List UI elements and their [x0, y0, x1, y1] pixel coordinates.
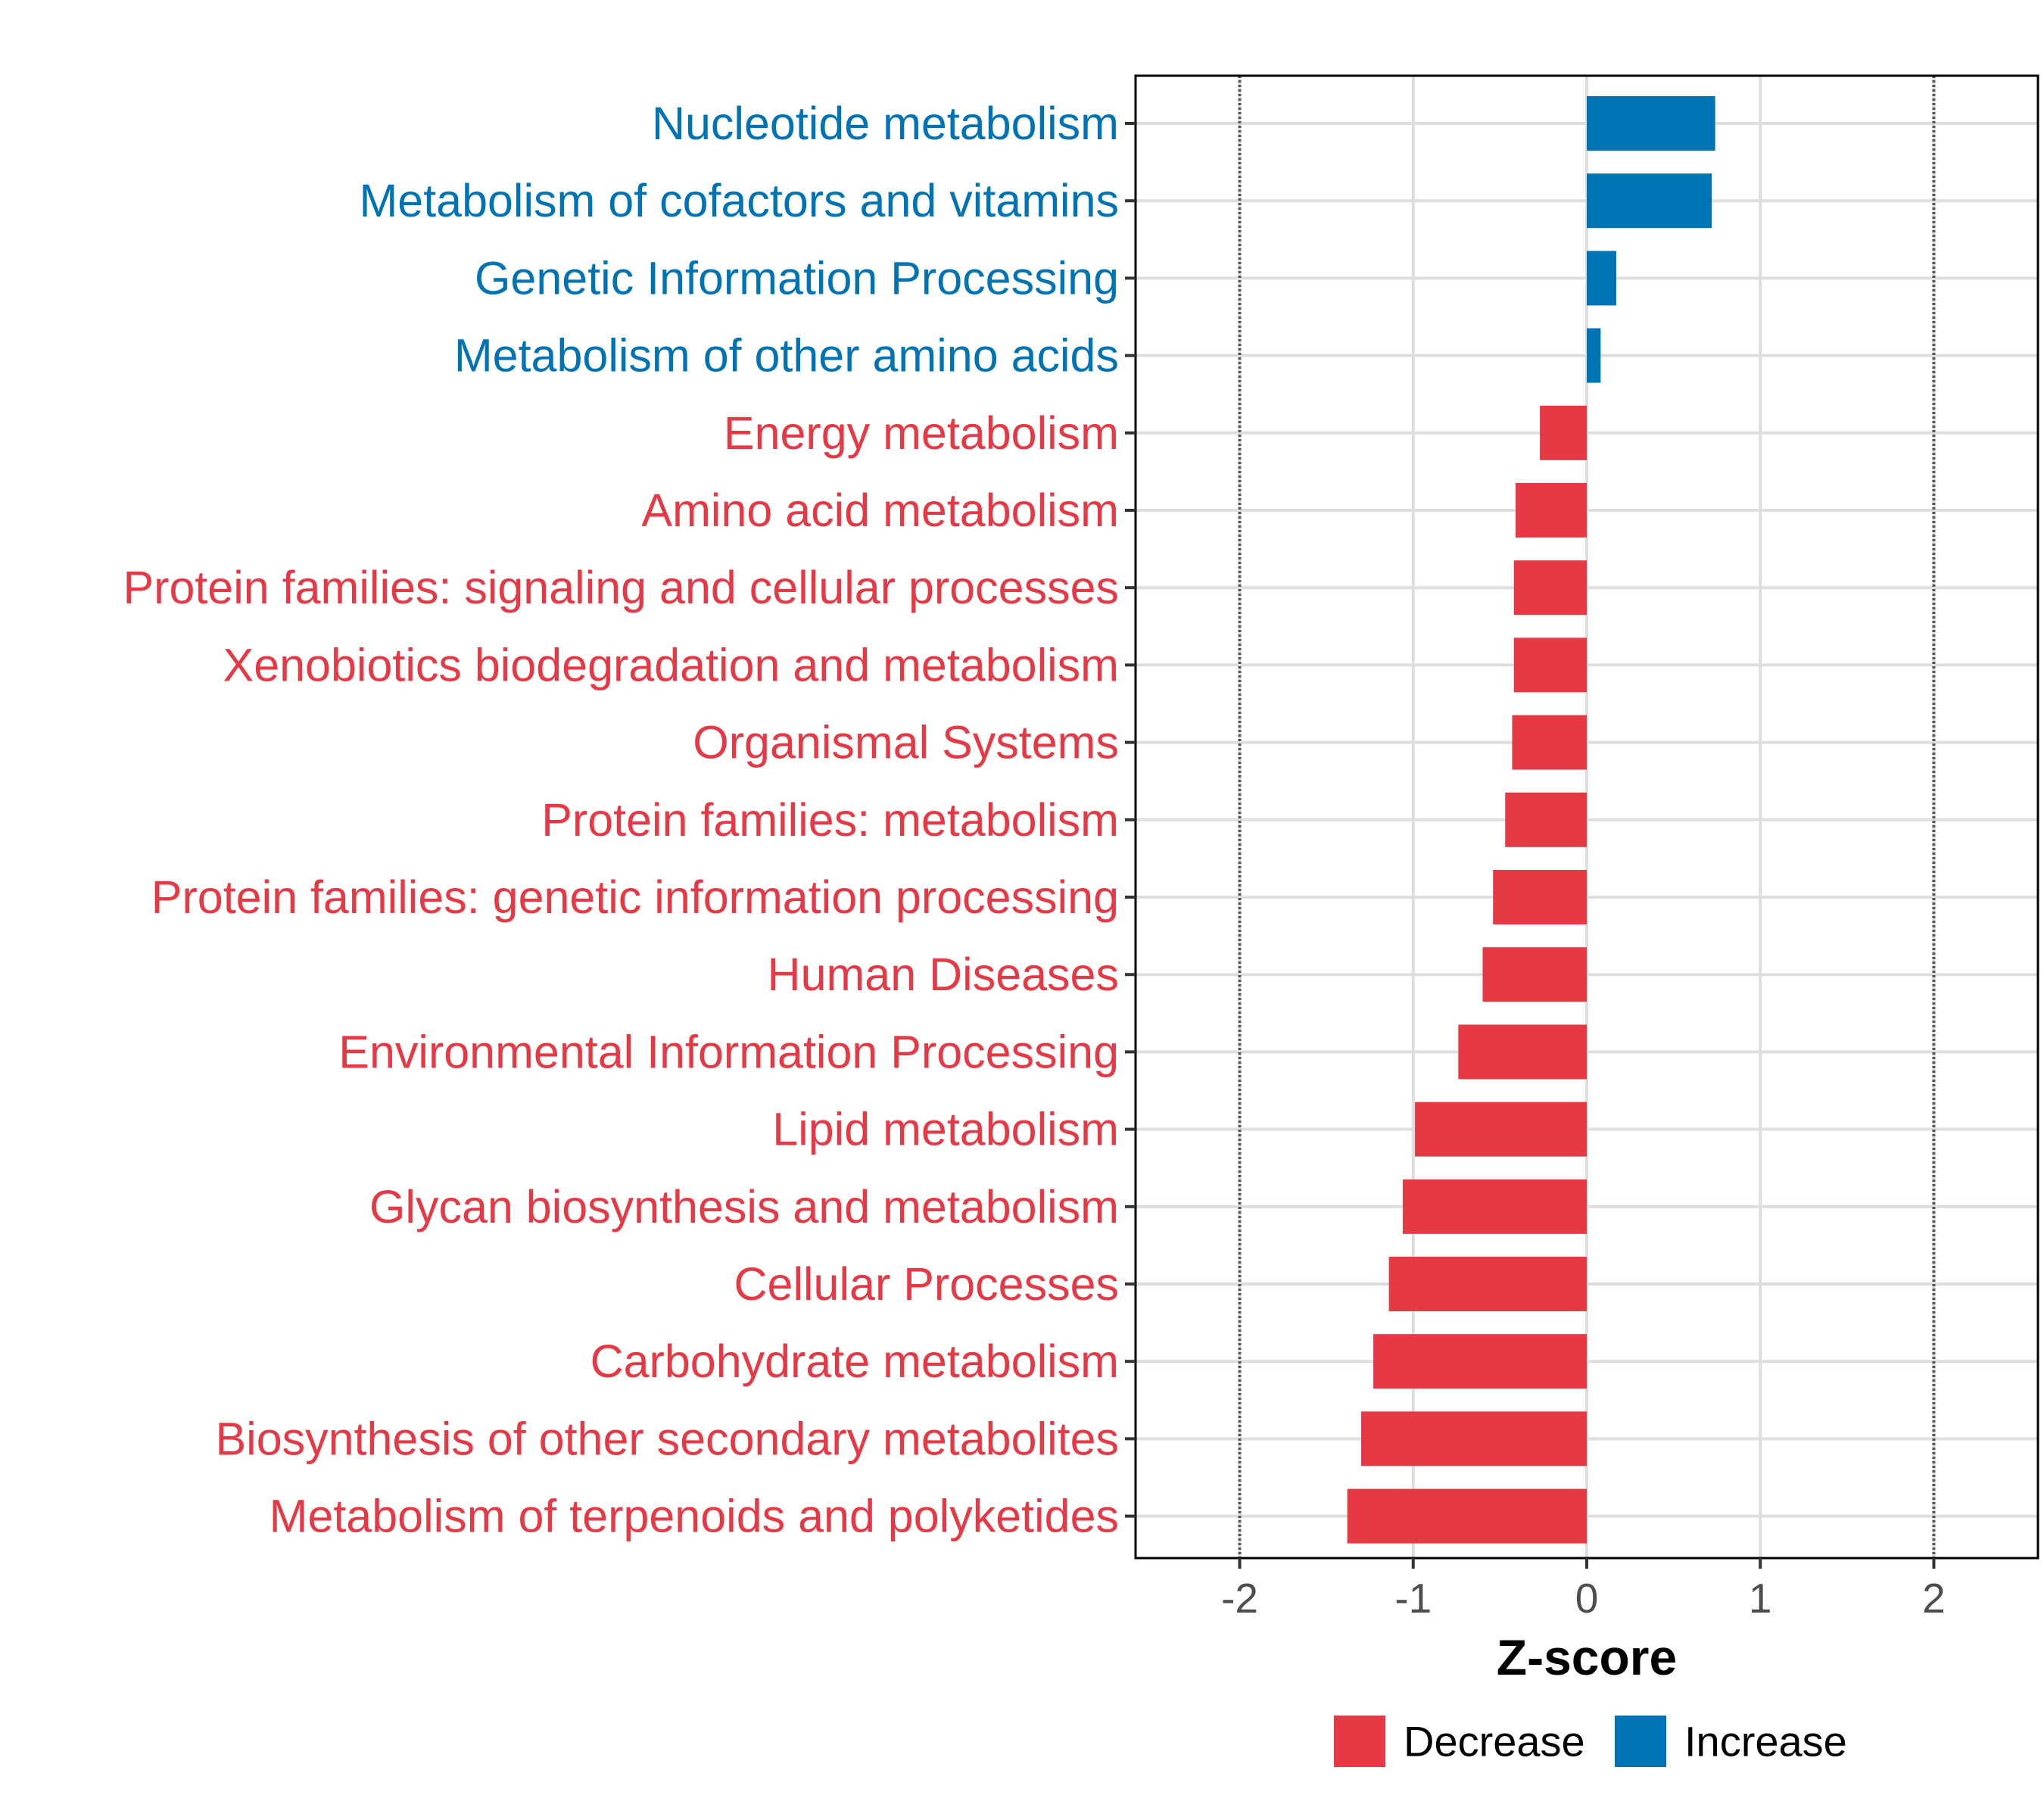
bar-decrease [1516, 483, 1587, 538]
category-label: Carbohydrate metabolism [590, 1335, 1119, 1387]
bar-decrease [1415, 1102, 1587, 1157]
x-axis-title: Z-score [1497, 1629, 1677, 1685]
bar-decrease [1347, 1488, 1587, 1544]
y-axis-category-labels: Nucleotide metabolism Metabolism of cofac… [123, 98, 1119, 1542]
bar-decrease [1403, 1179, 1587, 1234]
category-label: Protein families: genetic information pr… [151, 871, 1119, 923]
category-label: Genetic Information Processing [475, 252, 1119, 304]
category-label: Protein families: metabolism [541, 794, 1119, 846]
category-label: Environmental Information Processing [338, 1026, 1119, 1077]
category-label: Cellular Processes [734, 1258, 1119, 1310]
category-label: Biosynthesis of other secondary metaboli… [215, 1413, 1119, 1464]
x-tick-label: 2 [1922, 1575, 1946, 1622]
category-label: Xenobiotics biodegradation and metabolis… [223, 639, 1119, 690]
category-label: Metabolism of terpenoids and polyketides [270, 1491, 1119, 1542]
bar-decrease [1540, 405, 1587, 460]
category-label: Lipid metabolism [772, 1104, 1119, 1155]
legend-key-increase [1615, 1716, 1666, 1767]
x-axis-ticks [1238, 1558, 1936, 1569]
bar-increase [1587, 328, 1601, 383]
bar-decrease [1458, 1024, 1587, 1080]
bar-increase [1587, 96, 1715, 151]
bar-decrease [1493, 870, 1587, 924]
y-axis-ticks [1125, 122, 1136, 1518]
category-label: Organismal Systems [693, 717, 1119, 768]
bar-decrease [1361, 1411, 1587, 1466]
category-label: Protein families: signaling and cellular… [123, 562, 1119, 613]
bar-decrease [1388, 1257, 1587, 1311]
x-axis-tick-labels: -2 -1 0 1 2 [1221, 1575, 1946, 1622]
x-tick-label: 1 [1749, 1575, 1772, 1622]
category-label: Metabolism of other amino acids [454, 330, 1119, 382]
bar-decrease [1513, 560, 1587, 616]
category-label: Metabolism of cofactors and vitamins [359, 175, 1119, 226]
bar-increase [1587, 173, 1712, 229]
legend-key-decrease [1334, 1716, 1385, 1767]
category-label: Amino acid metabolism [641, 485, 1119, 536]
category-label: Glycan biosynthesis and metabolism [369, 1181, 1119, 1233]
legend-label-decrease: Decrease [1404, 1718, 1585, 1766]
bars [1347, 96, 1715, 1544]
category-label: Human Diseases [768, 949, 1119, 1000]
x-tick-label: -2 [1221, 1575, 1258, 1622]
bar-increase [1587, 251, 1616, 306]
legend: Decrease Increase [1334, 1716, 1847, 1767]
reference-lines [1238, 76, 1936, 1558]
category-label: Nucleotide metabolism [652, 98, 1119, 149]
bar-decrease [1505, 792, 1587, 847]
category-label: Energy metabolism [724, 407, 1119, 459]
bar-decrease [1513, 637, 1587, 693]
bar-decrease [1482, 947, 1587, 1002]
legend-label-increase: Increase [1684, 1718, 1847, 1766]
bar-decrease [1512, 715, 1587, 770]
x-tick-label: -1 [1394, 1575, 1432, 1622]
bar-decrease [1373, 1334, 1587, 1389]
x-tick-label: 0 [1575, 1575, 1599, 1622]
